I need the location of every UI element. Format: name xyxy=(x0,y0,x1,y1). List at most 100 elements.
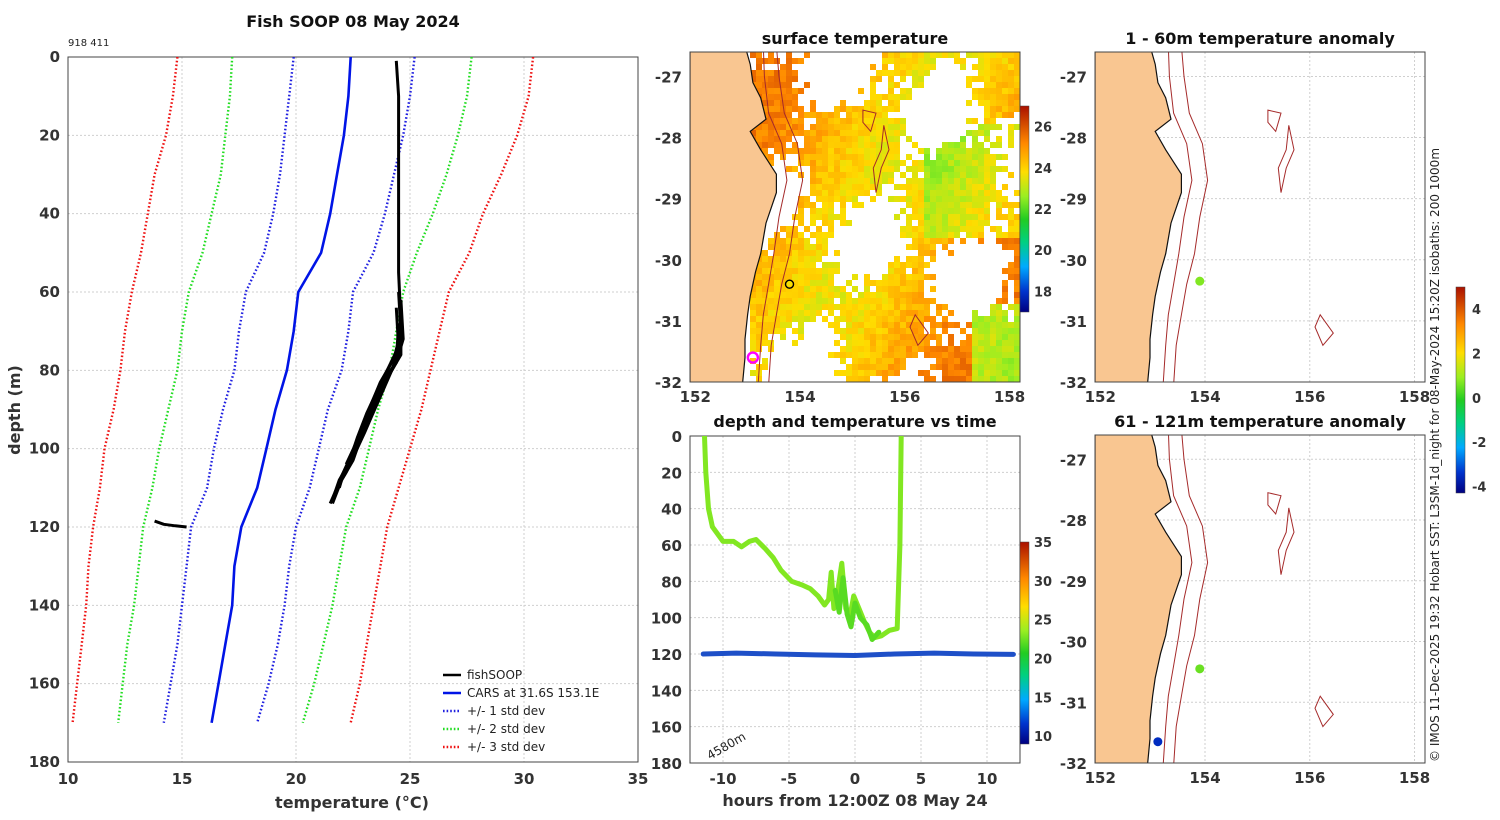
sst-cell xyxy=(774,124,780,130)
sst-cell xyxy=(864,100,870,106)
depth-time-tracks xyxy=(700,436,1016,658)
sst-cell xyxy=(894,256,900,262)
sst-cell xyxy=(828,148,834,154)
sst-cell xyxy=(924,70,930,76)
sst-cell xyxy=(780,142,786,148)
sst-position-marker xyxy=(784,279,795,289)
sst-cell xyxy=(846,118,852,124)
sst-cell xyxy=(780,154,786,160)
sst-cell xyxy=(930,298,936,304)
sst-cell xyxy=(810,124,816,130)
sst-cell xyxy=(918,244,924,250)
sst-cell xyxy=(906,196,912,202)
sst-cell xyxy=(1014,298,1020,304)
sst-cell xyxy=(858,316,864,322)
sst-cell xyxy=(816,208,822,214)
sst-cell xyxy=(840,160,846,166)
sst-cell xyxy=(804,160,810,166)
sst-cell xyxy=(852,322,858,328)
sst-cell xyxy=(894,196,900,202)
sst-cell xyxy=(978,202,984,208)
map-xtick-label: 154 xyxy=(784,388,815,406)
sst-cell xyxy=(774,298,780,304)
sst-cell xyxy=(996,370,1002,376)
sst-cell xyxy=(906,52,912,58)
sst-cell xyxy=(828,124,834,130)
sst-cell xyxy=(930,190,936,196)
sst-cell xyxy=(984,352,990,358)
sst-cell xyxy=(948,166,954,172)
sst-cell xyxy=(1014,364,1020,370)
sst-cell xyxy=(774,316,780,322)
sst-cell xyxy=(984,130,990,136)
sst-cell xyxy=(1014,292,1020,298)
sst-cell xyxy=(918,256,924,262)
sst-cell xyxy=(912,214,918,220)
sst-cell xyxy=(942,238,948,244)
sst-cell xyxy=(780,94,786,100)
sst-cell xyxy=(954,214,960,220)
anomaly-point xyxy=(1195,664,1205,674)
depth-time-ytick-label: 0 xyxy=(672,428,682,446)
sst-cell xyxy=(1014,124,1020,130)
sst-cell xyxy=(966,214,972,220)
sst-cell xyxy=(834,250,840,256)
sst-cell xyxy=(876,286,882,292)
sst-cell xyxy=(888,292,894,298)
sst-cell xyxy=(930,346,936,352)
sst-cell xyxy=(1002,184,1008,190)
sst-cell xyxy=(792,226,798,232)
sst-cell xyxy=(846,298,852,304)
sst-cell xyxy=(924,334,930,340)
sst-cell xyxy=(960,64,966,70)
sst-cell xyxy=(798,328,804,334)
sst-cell xyxy=(966,166,972,172)
sst-cell xyxy=(870,340,876,346)
sst-cell xyxy=(906,298,912,304)
sst-cell xyxy=(972,142,978,148)
sst-cell xyxy=(786,250,792,256)
sst-cell xyxy=(1002,238,1008,244)
sst-cell xyxy=(972,202,978,208)
sst-cell xyxy=(978,190,984,196)
sst-cell xyxy=(810,100,816,106)
sst-cell xyxy=(810,274,816,280)
sst-cell xyxy=(948,220,954,226)
sst-cell xyxy=(906,136,912,142)
sst-cell xyxy=(780,328,786,334)
sst-cell xyxy=(888,274,894,280)
sst-cell xyxy=(984,64,990,70)
sst-cell xyxy=(918,268,924,274)
map-ytick-label: -29 xyxy=(1060,573,1087,591)
sst-cell xyxy=(1014,202,1020,208)
sst-cell xyxy=(894,82,900,88)
sst-cell xyxy=(774,250,780,256)
sst-cell xyxy=(960,136,966,142)
sst-cell xyxy=(828,160,834,166)
sst-cell xyxy=(996,358,1002,364)
sst-cell xyxy=(786,166,792,172)
sst-cell xyxy=(1008,262,1014,268)
sst-cell xyxy=(972,94,978,100)
sst-cell xyxy=(846,292,852,298)
sst-cell xyxy=(852,160,858,166)
profile-xtick-label: 25 xyxy=(400,770,421,788)
sst-cell xyxy=(948,358,954,364)
sst-cell xyxy=(816,310,822,316)
sst-cell xyxy=(912,298,918,304)
sst-cell xyxy=(834,148,840,154)
sst-cell xyxy=(816,154,822,160)
sst-cell xyxy=(990,184,996,190)
sst-cell xyxy=(918,340,924,346)
sst-cell xyxy=(978,100,984,106)
sst-cell xyxy=(846,160,852,166)
sst-cell xyxy=(936,178,942,184)
sst-cell xyxy=(864,310,870,316)
sst-cell xyxy=(852,310,858,316)
sst-cell xyxy=(918,214,924,220)
sst-cell xyxy=(846,178,852,184)
sst-cell xyxy=(888,340,894,346)
sst-cell xyxy=(924,226,930,232)
sst-cell xyxy=(804,244,810,250)
sst-cell xyxy=(900,292,906,298)
